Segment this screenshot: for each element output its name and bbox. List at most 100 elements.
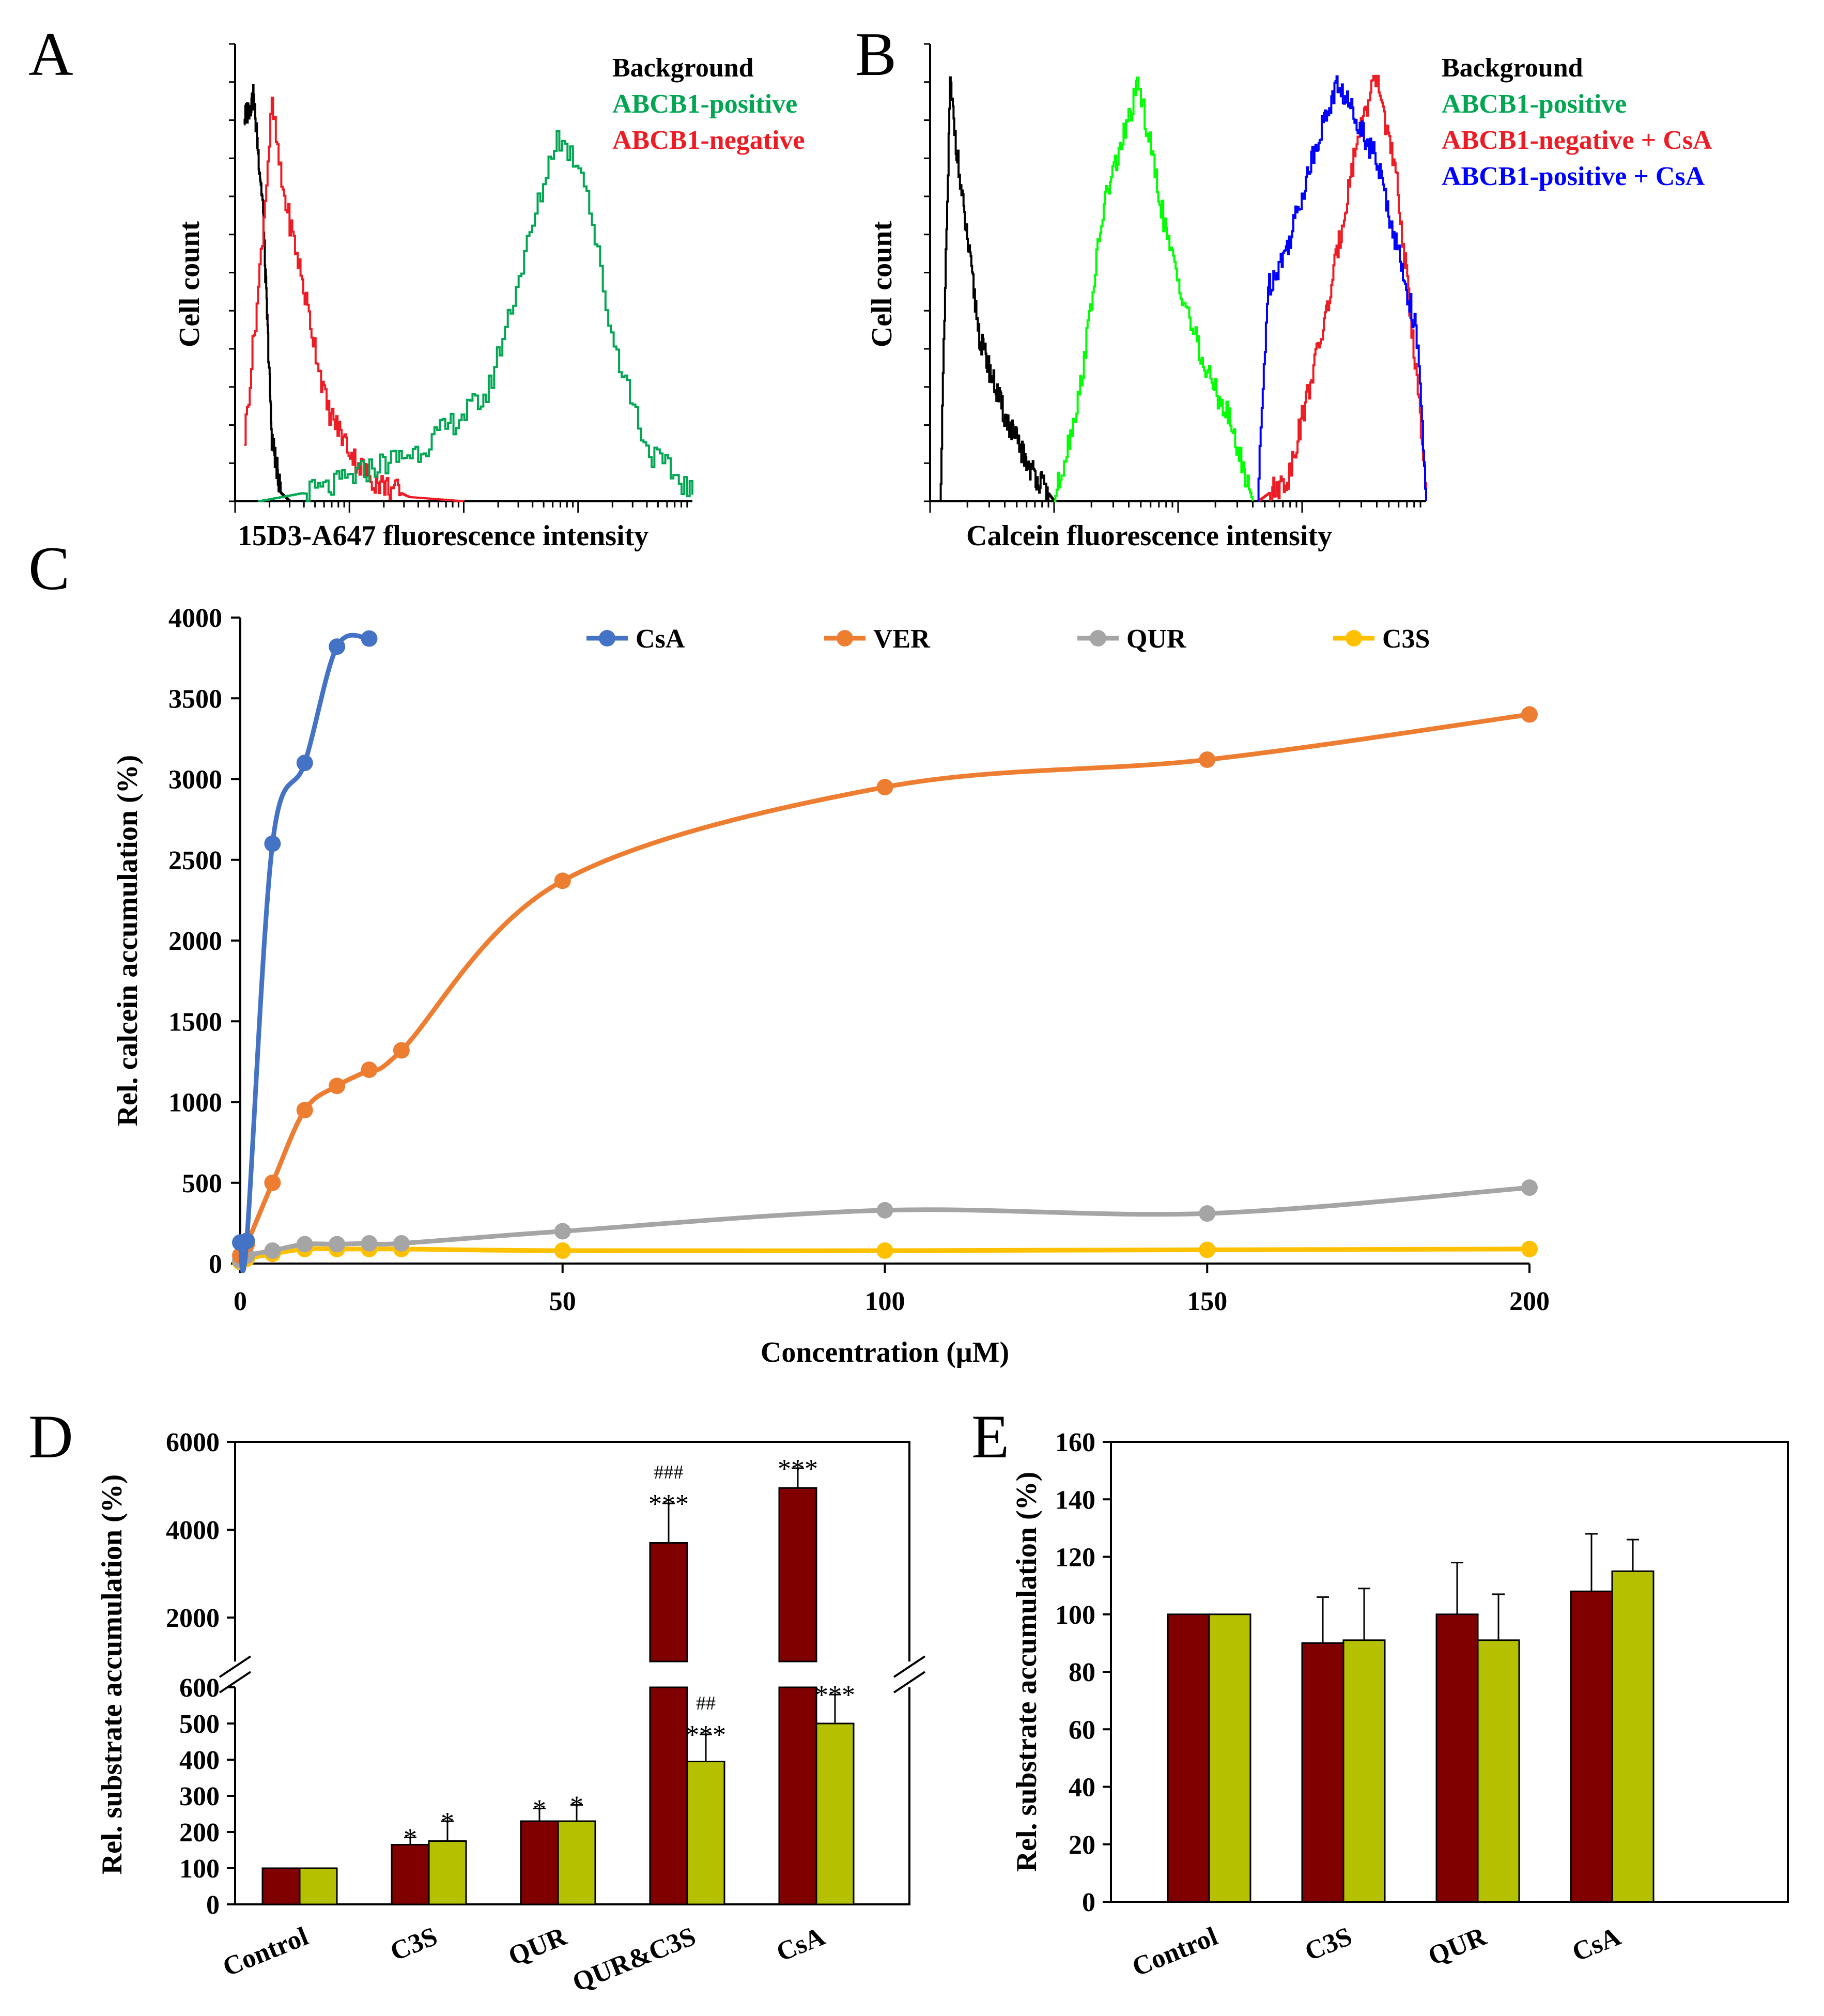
- panel-d-y-tick-label: 6000: [166, 1428, 220, 1457]
- panel-d-y-tick-label: 400: [179, 1746, 220, 1775]
- panel-d-y-tick-label: 4000: [166, 1516, 220, 1545]
- category-label-c3s: C3S: [1301, 1921, 1356, 1966]
- histogram-series-background: [939, 76, 1055, 502]
- point-ver-15: [329, 1078, 346, 1095]
- panel-c-y-tick-label: 2000: [168, 927, 222, 956]
- panel-e-y-tick-label: 80: [1069, 1658, 1095, 1687]
- panel-d-y-tick-label: 500: [179, 1710, 220, 1739]
- panel-c-y-tick-label: 1000: [168, 1088, 222, 1118]
- histogram-series-abcb1-negative-csa: [1257, 74, 1427, 502]
- panel-c-y-tick-label: 1500: [168, 1007, 222, 1037]
- histogram-series-abcb1-positive: [258, 130, 693, 502]
- panel-c-ylabel: Rel. calcein accumulation (%): [112, 755, 144, 1127]
- bar-qur-c3s-series2: [686, 1761, 725, 1905]
- point-qur-5: [264, 1242, 281, 1259]
- panel-c-y-tick-label: 4000: [168, 604, 222, 633]
- panel-c-axes: [239, 618, 1529, 1265]
- panel-a-histogram: [229, 43, 693, 513]
- significance-c3s-series1: *: [404, 1824, 417, 1853]
- panel-e-y-tick-label: 160: [1055, 1428, 1095, 1457]
- panel-c-x-tick-label: 0: [234, 1287, 247, 1316]
- panel-c-x-tick-label: 200: [1509, 1287, 1550, 1316]
- panel-d-y-tick-label: 2000: [166, 1604, 220, 1633]
- panel-c-y-tick-label: 3500: [168, 684, 222, 714]
- panel-letter-e: E: [971, 1402, 1009, 1471]
- axis-break-mark: [219, 1655, 252, 1678]
- panel-e-y-tick-label: 40: [1069, 1773, 1095, 1803]
- panel-e-y-tick-label: 0: [1082, 1888, 1095, 1917]
- panel-d-y-tick-label: 200: [179, 1818, 220, 1848]
- histogram-series-abcb1-positive: [1054, 76, 1254, 502]
- panel-d-ylabel: Rel. substrate accumulation (%): [96, 1474, 128, 1875]
- bar-csa-series2: [1611, 1570, 1655, 1903]
- significance-qur-c3s-series1: ###: [654, 1461, 684, 1483]
- legend-marker-c3s: [1346, 630, 1362, 647]
- panel-e-y-tick-label: 60: [1069, 1715, 1095, 1745]
- bar-c3s-series1: [391, 1844, 430, 1905]
- point-ver-5: [264, 1174, 281, 1191]
- significance-c3s-series2: *: [441, 1807, 454, 1837]
- panel-letter-c: C: [28, 534, 70, 603]
- point-ver-25: [393, 1042, 410, 1059]
- point-qur-100: [876, 1202, 893, 1219]
- panel-d-y-tick-label: 300: [179, 1782, 220, 1811]
- point-c3s-150: [1199, 1241, 1216, 1258]
- point-qur-20: [361, 1235, 378, 1252]
- panel-letter-b: B: [855, 20, 896, 88]
- histogram-axes: [929, 44, 1426, 502]
- significance-qur-c3s-series1: ***: [648, 1489, 689, 1519]
- category-label-c3s: C3S: [386, 1921, 441, 1966]
- panel-d-y-tick-label: 100: [179, 1854, 220, 1884]
- point-c3s-50: [554, 1242, 571, 1259]
- category-label-control: Control: [1128, 1921, 1222, 1982]
- panel-a-xlabel: 15D3-A647 fluorescence intensity: [238, 520, 648, 552]
- panel-c-y-tick-label: 500: [182, 1169, 222, 1198]
- bar-c3s-series2: [1342, 1639, 1386, 1903]
- legend-marker-csa: [599, 630, 615, 647]
- category-label-control: Control: [219, 1921, 312, 1982]
- panel-c-x-tick-label: 150: [1187, 1287, 1227, 1316]
- histogram-series-abcb1-negative: [244, 97, 465, 502]
- bar-csa-series2: [815, 1722, 855, 1905]
- bar-qur-series1: [520, 1820, 559, 1905]
- legend-label-csa: CsA: [636, 624, 685, 654]
- bar-c3s-series1: [1301, 1642, 1344, 1903]
- panel-e-ylabel: Rel. substrate accumulation (%): [1011, 1472, 1043, 1872]
- panel-d-y-tick-label: 600: [179, 1673, 220, 1703]
- point-ver-10: [296, 1102, 313, 1119]
- panel-e-bar-chart: 0 20 40 60 80 100 120 140 160 Rel. substrate accu…: [1011, 1428, 1789, 1982]
- category-label-qur: QUR: [504, 1921, 571, 1972]
- bar-lower-qur-c3s-series1: [649, 1686, 688, 1905]
- panel-a-legend-abcb1-positive: ABCB1-positive: [612, 89, 797, 119]
- panel-a-ylabel: Cell count: [174, 221, 206, 348]
- panel-b-ylabel: Cell count: [866, 221, 898, 348]
- bar-qur-series2: [1477, 1639, 1520, 1903]
- panel-e-y-tick-label: 120: [1055, 1543, 1095, 1573]
- bar-qur-series1: [1435, 1613, 1479, 1903]
- significance-qur-series2: *: [570, 1791, 583, 1821]
- axis-break-mark: [893, 1655, 926, 1678]
- point-ver-200: [1521, 706, 1538, 723]
- point-qur-15: [329, 1236, 346, 1253]
- point-csa-10: [296, 755, 313, 772]
- panel-a-legend-abcb1-negative: ABCB1-negative: [612, 126, 805, 155]
- legend-label-qur: QUR: [1126, 624, 1187, 654]
- bar-control-series2: [299, 1867, 338, 1905]
- histogram-series-background: [243, 84, 299, 502]
- point-qur-10: [296, 1236, 313, 1253]
- bar-control-series1: [261, 1867, 301, 1905]
- significance-qur-c3s-series2: ***: [686, 1720, 726, 1750]
- panel-c-y-tick-label: 2500: [168, 846, 222, 875]
- panel-d-bar-chart: 2000 4000 6000 0 100 200 300 400 500 600 Rel. subs…: [96, 1428, 926, 1997]
- panel-c-y-tick-label: 3000: [168, 765, 222, 795]
- panel-b-legend-abcb1-positive-csa: ABCB1-positive + CsA: [1442, 162, 1705, 191]
- histogram-series-abcb1-positive-csa: [1257, 75, 1427, 502]
- bar-lower-csa-series1: [778, 1686, 817, 1905]
- point-c3s-200: [1521, 1240, 1538, 1257]
- bar-control-series1: [1167, 1613, 1210, 1903]
- series-line-csa: [238, 633, 370, 1273]
- category-label-qur-c3s: QUR&C3S: [568, 1921, 700, 1997]
- panel-e-y-tick-label: 140: [1055, 1485, 1095, 1515]
- axis-break-mark: [893, 1671, 926, 1694]
